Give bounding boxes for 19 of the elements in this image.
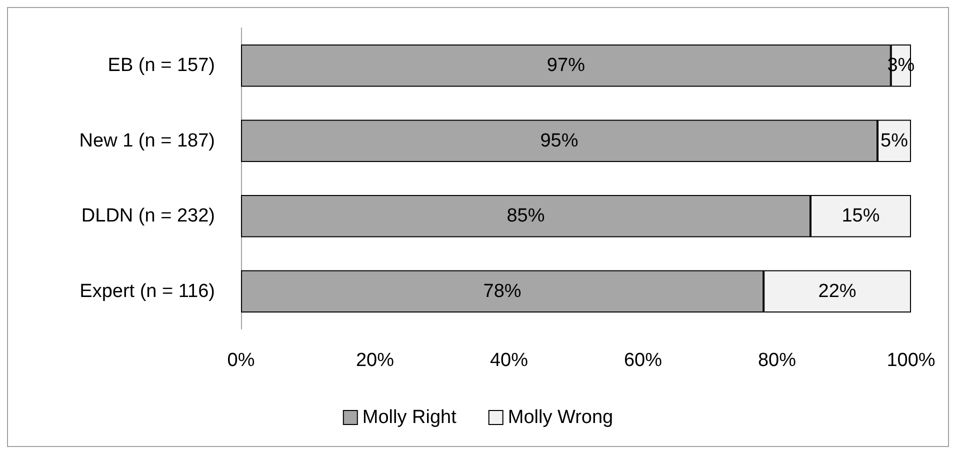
x-tick-label: 60% (624, 350, 662, 371)
data-label: 78% (483, 280, 522, 302)
data-label: 22% (818, 280, 856, 302)
x-tick-label: 0% (227, 350, 255, 371)
y-tick-label: New 1 (n = 187) (79, 130, 215, 152)
data-label: 97% (546, 55, 586, 76)
x-tick-label: 40% (490, 350, 528, 371)
x-tick-label: 80% (758, 350, 796, 371)
x-tick-label: 20% (356, 350, 394, 371)
y-tick-label: Expert (n = 116) (80, 280, 215, 302)
y-tick-label: EB (n = 157) (108, 55, 215, 76)
x-tick-label: 100% (886, 350, 936, 371)
legend-label: Molly Wrong (508, 407, 614, 428)
legend-label: Molly Right (362, 407, 458, 428)
data-label: 5% (880, 130, 908, 152)
data-label: 95% (540, 130, 578, 152)
data-label: 15% (842, 206, 880, 227)
y-tick-label: DLDN (n = 232) (81, 206, 215, 227)
data-label: 85% (506, 206, 545, 227)
